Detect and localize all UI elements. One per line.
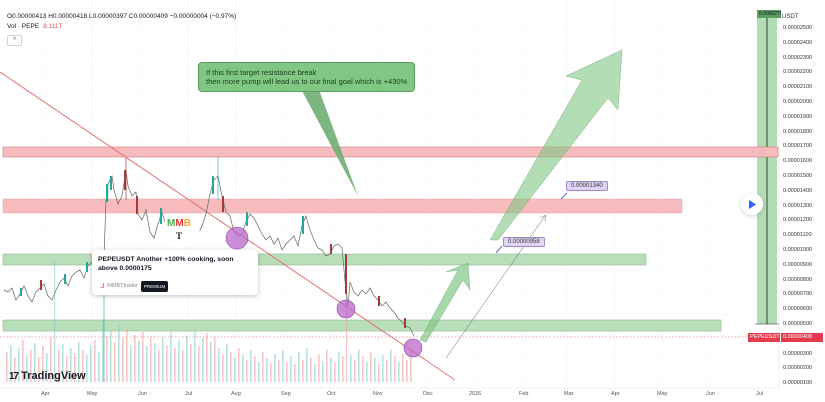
target-callout[interactable]: If this first target resistance break th… (198, 62, 416, 92)
touch-point-circle-3 (403, 338, 423, 358)
mmb-logo: MMB T (158, 218, 200, 248)
touch-point-circle-2 (336, 299, 356, 319)
target-price-tag-2[interactable]: 0.00001340 (566, 181, 608, 191)
volume-value: 8.111T (43, 23, 63, 30)
callout-line-1: If this first target resistance break (206, 68, 317, 77)
price-tick: 0.00000100 (783, 380, 813, 387)
price-tick: 0.00002500 (783, 25, 813, 31)
currency-label: USDT (782, 14, 799, 20)
price-tick: 0.00001500 (783, 173, 813, 179)
tradingview-mark-icon: 17 (9, 370, 19, 382)
price-tick: 0.00001700 (783, 143, 813, 150)
chevron-up-icon: ^ (12, 37, 17, 44)
target-price-tag-1[interactable]: 0.00000958 (503, 237, 545, 247)
callout-pointer (300, 87, 358, 196)
descending-trendline (0, 71, 456, 381)
price-tick: 0.00000300 (783, 350, 813, 357)
play-icon (749, 199, 756, 209)
time-tick: Aug (231, 391, 241, 397)
price-tick: 0.00000700 (783, 291, 813, 298)
time-tick: Jun (706, 391, 715, 397)
author-avatar-icon: ᒧ (100, 283, 105, 290)
price-tick: 0.00001400 (783, 187, 813, 194)
price-tick: 0.00000600 (783, 306, 813, 313)
last-price-symbol: PEPEUSDT (748, 333, 780, 342)
candles (3, 156, 415, 382)
price-tick: 0.00001600 (783, 158, 813, 165)
projection-top-tag: 0.00002758 (+571. (757, 10, 781, 18)
time-tick: Oct (327, 391, 336, 397)
callout-line-2: then more pump will lead us to our final… (206, 77, 408, 86)
time-tick: May (87, 391, 98, 397)
time-tick: Apr (41, 391, 50, 397)
touch-point-circle-1 (225, 226, 249, 250)
price-tick: 0.00002300 (783, 54, 813, 61)
idea-author-row: ᒧ MMBTtrader PREMIUM (100, 281, 169, 292)
idea-author[interactable]: MMBTtrader (107, 283, 138, 289)
time-tick: Nov (373, 391, 383, 397)
time-tick: Apr (611, 391, 620, 397)
price-tick: 0.00002000 (783, 99, 813, 105)
time-tick: Jul (185, 391, 193, 397)
resistance-zone-upper (2, 146, 779, 158)
last-price-value: 0.00000409 (781, 333, 823, 342)
price-tick: 0.00001800 (783, 128, 813, 135)
time-tick: Jul (756, 391, 764, 397)
price-tick: 0.00002100 (783, 84, 813, 91)
time-tick: 2026 (469, 391, 482, 397)
idea-card[interactable]: PEPEUSDT Another +100% cooking, soon abo… (92, 250, 258, 295)
price-tick: 0.00000800 (783, 276, 813, 283)
price-tick: 0.00001100 (783, 232, 812, 239)
resistance-zone-lower (2, 198, 683, 214)
price-tick: 0.00000500 (783, 321, 813, 327)
price-tick: 0.00002400 (783, 39, 813, 46)
ohlc-values: O0.00000413 H0.00000418 L0.00000397 C0.0… (7, 13, 237, 20)
time-tick: Dec (423, 391, 433, 397)
price-tick: 0.00002200 (783, 69, 813, 76)
time-tick: Jun (138, 391, 147, 397)
volume-bars (6, 260, 412, 382)
scroll-to-realtime-button[interactable] (741, 193, 763, 215)
time-tick: Sep (281, 391, 291, 397)
support-zone-lower (2, 319, 722, 332)
target-arrow-small (419, 262, 471, 343)
volume-label: Vol · PEPE (7, 23, 40, 30)
collapse-legend-button[interactable]: ^ (7, 35, 22, 46)
price-tick: 0.00001300 (783, 202, 813, 209)
time-tick: Feb (519, 391, 529, 397)
idea-title: PEPEUSDT Another +100% cooking, soon abo… (98, 256, 234, 272)
ohlc-legend: O0.00000413 H0.00000418 L0.00000397 C0.0… (7, 12, 236, 32)
time-tick: Mar (564, 391, 574, 397)
price-tick: 0.00001000 (783, 247, 813, 253)
premium-badge: PREMIUM (140, 281, 169, 292)
price-tick: 0.00000900 (783, 261, 813, 268)
target-arrow-large (489, 49, 623, 241)
time-tick: May (657, 391, 668, 397)
tradingview-wordmark: TradingView (21, 370, 86, 382)
price-tick: 0.00001900 (783, 113, 813, 120)
tradingview-logo[interactable]: 17 TradingView (9, 370, 86, 382)
price-tick: 0.00000200 (783, 365, 813, 372)
time-axis[interactable]: Apr May Jun Jul Aug Sep Oct Nov Dec 2026… (0, 391, 779, 402)
price-tick: 0.00001200 (783, 217, 813, 224)
